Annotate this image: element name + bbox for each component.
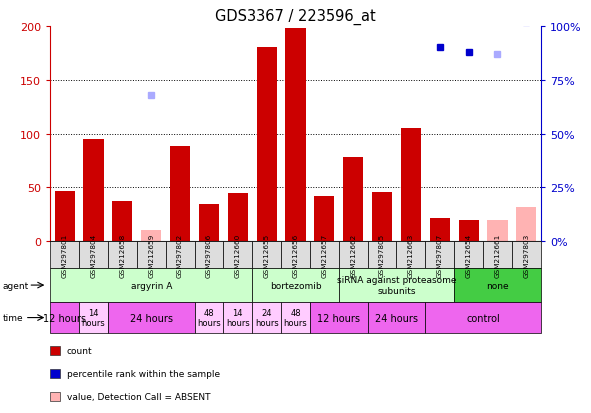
Text: argyrin A: argyrin A [131,281,172,290]
Text: 24
hours: 24 hours [255,308,278,328]
Bar [54,191,75,242]
Bar [199,204,219,242]
Text: GSM212663: GSM212663 [408,233,414,277]
Text: GSM212654: GSM212654 [466,233,472,277]
Bar [314,197,335,242]
Bar [488,220,508,242]
Bar [459,220,479,242]
Bar [516,207,537,242]
Bar [401,129,421,242]
Text: 14
hours: 14 hours [226,308,249,328]
Text: GDS3367 / 223596_at: GDS3367 / 223596_at [215,9,376,25]
Text: GSM212656: GSM212656 [293,233,298,277]
Text: GSM297804: GSM297804 [90,233,96,277]
Bar [228,193,248,242]
Text: bortezomib: bortezomib [269,281,322,290]
Bar [112,202,132,242]
Text: GSM212657: GSM212657 [322,233,327,277]
Text: 12 hours: 12 hours [317,313,361,323]
Text: GSM297806: GSM297806 [206,233,212,277]
Text: GSM212661: GSM212661 [495,233,501,277]
Text: 24 hours: 24 hours [130,313,173,323]
Text: 48
hours: 48 hours [197,308,221,328]
Bar [141,231,161,242]
Text: GSM297801: GSM297801 [61,233,67,277]
Text: value, Detection Call = ABSENT: value, Detection Call = ABSENT [67,392,210,401]
Bar [430,218,450,242]
Text: percentile rank within the sample: percentile rank within the sample [67,369,220,378]
Text: GSM212655: GSM212655 [264,233,269,277]
Text: siRNA against proteasome
subunits: siRNA against proteasome subunits [337,276,456,295]
Text: 48
hours: 48 hours [284,308,307,328]
Bar [285,29,306,242]
Text: none: none [486,281,509,290]
Text: time: time [3,313,24,322]
Text: GSM212658: GSM212658 [119,233,125,277]
Bar [83,140,103,242]
Bar [170,147,190,242]
Text: GSM212662: GSM212662 [350,233,356,277]
Text: GSM297807: GSM297807 [437,233,443,277]
Text: count: count [67,347,92,355]
Text: GSM212659: GSM212659 [148,233,154,277]
Bar [343,158,363,242]
Bar [372,192,392,242]
Text: GSM297805: GSM297805 [379,233,385,277]
Text: agent: agent [3,281,29,290]
Text: 24 hours: 24 hours [375,313,418,323]
Bar [256,48,277,242]
Text: GSM297803: GSM297803 [524,233,530,277]
Text: control: control [466,313,500,323]
Text: GSM212660: GSM212660 [235,233,241,277]
Text: 12 hours: 12 hours [43,313,86,323]
Text: GSM297802: GSM297802 [177,233,183,277]
Text: 14
hours: 14 hours [82,308,105,328]
